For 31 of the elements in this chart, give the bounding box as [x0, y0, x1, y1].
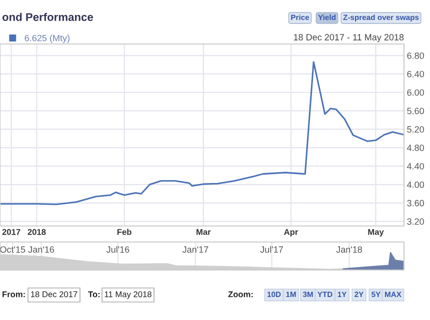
- y-tick-label: 4.00: [406, 182, 424, 188]
- legend-label: 6.625 (Mty): [24, 34, 70, 44]
- x-tick-label: Jul'16: [106, 246, 130, 253]
- text: Zoom:: [228, 291, 253, 298]
- x-tick-label: Feb: [117, 228, 132, 235]
- y-tick-label: 5.60: [407, 108, 424, 114]
- y-tick-label: 6.80: [407, 52, 424, 59]
- x-tick-label: Jul'17: [260, 246, 283, 253]
- y-tick-label: 4.80: [406, 144, 424, 152]
- y-tick-label: 5.20: [407, 126, 424, 133]
- y-tick-label: 4.40: [406, 163, 424, 170]
- y-tick-label: 3.20: [407, 218, 424, 225]
- text: 18 Dec 2017: [31, 291, 78, 298]
- x-tick-label: Apr: [284, 229, 298, 237]
- x-tick-label: Jan'16: [28, 246, 54, 253]
- chart-title: ond Performance: [2, 12, 93, 21]
- x-tick-label: 2018: [28, 229, 46, 235]
- x-tick-label: Jan'17: [182, 246, 208, 253]
- x-tick-label: Jan'18: [336, 246, 362, 253]
- y-tick-label: 3.60: [407, 200, 424, 206]
- x-tick-label: Oct'15: [0, 246, 26, 253]
- text: From:: [2, 291, 25, 298]
- text: To:: [88, 291, 100, 298]
- y-tick-label: 6.40: [407, 70, 424, 78]
- chart-subtitle: 18 Dec 2017 - 11 May 2018: [294, 34, 404, 42]
- line-series: [0, 61, 404, 206]
- y-tick-label: 6.00: [407, 89, 424, 96]
- x-tick-label: Mar: [196, 229, 211, 235]
- text: 11 May 2018: [104, 291, 152, 299]
- x-tick-label: May: [368, 229, 384, 237]
- x-tick-label: 2017: [2, 229, 20, 235]
